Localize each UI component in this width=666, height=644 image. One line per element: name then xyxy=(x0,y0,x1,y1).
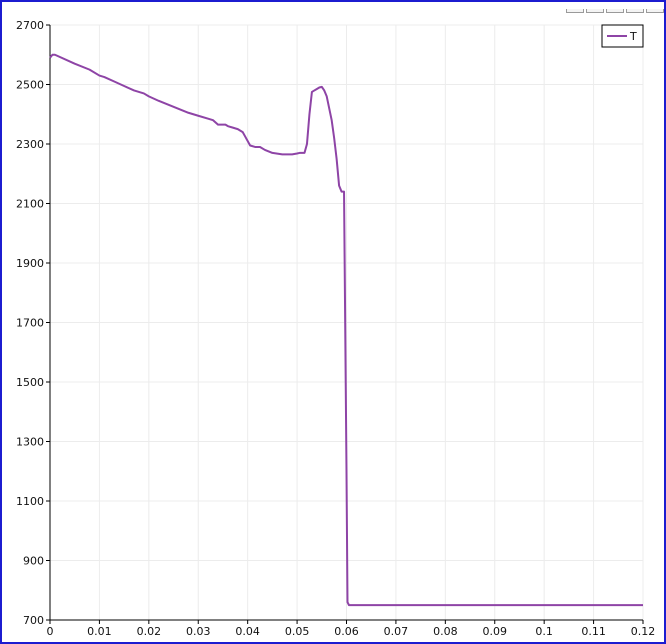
y-tick-label: 900 xyxy=(23,555,44,568)
x-tick-label: 0.03 xyxy=(186,625,211,638)
x-tick-label: 0.02 xyxy=(137,625,162,638)
x-tick-label: 0.05 xyxy=(285,625,310,638)
x-tick-label: 0.07 xyxy=(384,625,409,638)
x-tick-label: 0.12 xyxy=(631,625,656,638)
window-corner-tabs xyxy=(564,0,664,13)
x-axis-ticks: 0 0.01 0.02 0.03 0.04 0.05 0.06 0.07 0.08 0.09 0.1… xyxy=(47,620,656,638)
series-group xyxy=(49,53,643,607)
y-tick-label: 1300 xyxy=(16,436,44,449)
y-tick-label: 1500 xyxy=(16,376,44,389)
y-tick-label: 2100 xyxy=(16,198,44,211)
x-tick-label: 0.11 xyxy=(581,625,606,638)
y-tick-label: 2300 xyxy=(16,138,44,151)
x-tick-label: 0 xyxy=(47,625,54,638)
x-tick-label: 0.06 xyxy=(334,625,359,638)
legend-label-T: T xyxy=(629,30,637,43)
y-tick-label: 2700 xyxy=(16,19,44,32)
series-line-T xyxy=(49,53,643,607)
y-tick-label: 1900 xyxy=(16,257,44,270)
y-tick-label: 1100 xyxy=(16,495,44,508)
x-tick-label: 0.08 xyxy=(433,625,458,638)
y-tick-label: 1700 xyxy=(16,317,44,330)
x-tick-label: 0.04 xyxy=(235,625,260,638)
y-axis-ticks: 700 900 1100 1300 1500 1700 1900 2100 2300 2500 27… xyxy=(16,19,50,627)
y-tick-label: 700 xyxy=(23,614,44,627)
x-tick-label: 0.01 xyxy=(87,625,112,638)
legend[interactable]: T xyxy=(601,24,644,48)
x-tick-label: 0.1 xyxy=(535,625,553,638)
y-tick-label: 2500 xyxy=(16,79,44,92)
x-tick-label: 0.09 xyxy=(483,625,508,638)
